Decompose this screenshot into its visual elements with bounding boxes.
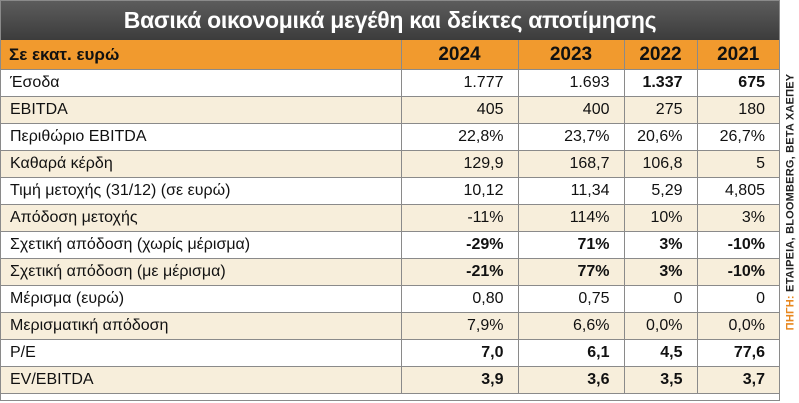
cell-value: 129,9 bbox=[401, 150, 519, 178]
cell-value: 0,75 bbox=[518, 285, 625, 313]
cell-value: 77% bbox=[518, 258, 625, 286]
header-year: 2024 bbox=[401, 40, 519, 70]
header-year: 2022 bbox=[624, 40, 698, 70]
table-row: P/E 7,0 6,1 4,5 77,6 bbox=[1, 339, 779, 367]
row-label: Σχετική απόδοση (με μέρισμα) bbox=[1, 258, 402, 286]
cell-value: -11% bbox=[401, 204, 519, 232]
cell-value: 675 bbox=[697, 69, 779, 97]
cell-value: 0 bbox=[697, 285, 779, 313]
source-names: ΕΤΑΙΡΕΙΑ, BLOOMBERG, BETA ΧΑΕΠΕΥ bbox=[784, 73, 796, 292]
table-row: Απόδοση μετοχής -11% 114% 10% 3% bbox=[1, 204, 779, 232]
cell-value: 3% bbox=[624, 258, 698, 286]
row-label: Απόδοση μετοχής bbox=[1, 204, 402, 232]
cell-value: -21% bbox=[401, 258, 519, 286]
cell-value: 5 bbox=[697, 150, 779, 178]
cell-value: 20,6% bbox=[624, 123, 698, 151]
cell-value: 4,5 bbox=[624, 339, 698, 367]
table-title: Βασικά οικονομικά μεγέθη και δείκτες απο… bbox=[1, 1, 779, 40]
cell-value: 1.777 bbox=[401, 69, 519, 97]
cell-value: 71% bbox=[518, 231, 625, 259]
table-frame: Βασικά οικονομικά μεγέθη και δείκτες απο… bbox=[0, 0, 780, 401]
table-row: Μέρισμα (ευρώ) 0,80 0,75 0 0 bbox=[1, 285, 779, 313]
cell-value: -10% bbox=[697, 258, 779, 286]
row-label: EV/EBITDA bbox=[1, 366, 402, 394]
row-label: Μερισματική απόδοση bbox=[1, 312, 402, 340]
cell-value: 180 bbox=[697, 96, 779, 124]
row-label: Τιμή μετοχής (31/12) (σε ευρώ) bbox=[1, 177, 402, 205]
cell-value: 275 bbox=[624, 96, 698, 124]
cell-value: 0 bbox=[624, 285, 698, 313]
cell-value: 3,7 bbox=[697, 366, 779, 394]
cell-value: 26,7% bbox=[697, 123, 779, 151]
cell-value: 3% bbox=[624, 231, 698, 259]
table-row: Σχετική απόδοση (χωρίς μέρισμα) -29% 71%… bbox=[1, 231, 779, 259]
financials-table: Σε εκατ. ευρώ 2024 2023 2022 2021 Έσοδα … bbox=[1, 40, 779, 394]
row-label: Περιθώριο EBITDA bbox=[1, 123, 402, 151]
table-row: EBITDA 405 400 275 180 bbox=[1, 96, 779, 124]
cell-value: 77,6 bbox=[697, 339, 779, 367]
cell-value: 4,805 bbox=[697, 177, 779, 205]
table-row: Σχετική απόδοση (με μέρισμα) -21% 77% 3%… bbox=[1, 258, 779, 286]
header-unit-label: Σε εκατ. ευρώ bbox=[1, 40, 402, 70]
cell-value: 3,9 bbox=[401, 366, 519, 394]
cell-value: 6,1 bbox=[518, 339, 625, 367]
cell-value: -10% bbox=[697, 231, 779, 259]
row-label: Έσοδα bbox=[1, 69, 402, 97]
table-row: EV/EBITDA 3,9 3,6 3,5 3,7 bbox=[1, 366, 779, 394]
cell-value: 106,8 bbox=[624, 150, 698, 178]
cell-value: 0,0% bbox=[697, 312, 779, 340]
row-label: Σχετική απόδοση (χωρίς μέρισμα) bbox=[1, 231, 402, 259]
table-row: Μερισματική απόδοση 7,9% 6,6% 0,0% 0,0% bbox=[1, 312, 779, 340]
cell-value: -29% bbox=[401, 231, 519, 259]
cell-value: 0,0% bbox=[624, 312, 698, 340]
table-row: Έσοδα 1.777 1.693 1.337 675 bbox=[1, 69, 779, 97]
table-row: Καθαρά κέρδη 129,9 168,7 106,8 5 bbox=[1, 150, 779, 178]
header-year: 2023 bbox=[518, 40, 625, 70]
cell-value: 3,6 bbox=[518, 366, 625, 394]
row-label: P/E bbox=[1, 339, 402, 367]
cell-value: 1.337 bbox=[624, 69, 698, 97]
table-row: Τιμή μετοχής (31/12) (σε ευρώ) 10,12 11,… bbox=[1, 177, 779, 205]
cell-value: 3,5 bbox=[624, 366, 698, 394]
cell-value: 1.693 bbox=[518, 69, 625, 97]
row-label: EBITDA bbox=[1, 96, 402, 124]
source-credit: ΠΗΓΗ: ΕΤΑΙΡΕΙΑ, BLOOMBERG, BETA ΧΑΕΠΕΥ bbox=[783, 5, 797, 398]
source-key: ΠΗΓΗ: bbox=[784, 294, 796, 330]
table-row: Περιθώριο EBITDA 22,8% 23,7% 20,6% 26,7% bbox=[1, 123, 779, 151]
row-label: Καθαρά κέρδη bbox=[1, 150, 402, 178]
cell-value: 11,34 bbox=[518, 177, 625, 205]
cell-value: 10% bbox=[624, 204, 698, 232]
header-row: Σε εκατ. ευρώ 2024 2023 2022 2021 bbox=[1, 40, 779, 70]
cell-value: 6,6% bbox=[518, 312, 625, 340]
cell-value: 7,9% bbox=[401, 312, 519, 340]
cell-value: 10,12 bbox=[401, 177, 519, 205]
source-text: ΠΗΓΗ: ΕΤΑΙΡΕΙΑ, BLOOMBERG, BETA ΧΑΕΠΕΥ bbox=[784, 73, 796, 330]
cell-value: 114% bbox=[518, 204, 625, 232]
cell-value: 5,29 bbox=[624, 177, 698, 205]
cell-value: 7,0 bbox=[401, 339, 519, 367]
cell-value: 405 bbox=[401, 96, 519, 124]
cell-value: 3% bbox=[697, 204, 779, 232]
cell-value: 168,7 bbox=[518, 150, 625, 178]
row-label: Μέρισμα (ευρώ) bbox=[1, 285, 402, 313]
cell-value: 0,80 bbox=[401, 285, 519, 313]
cell-value: 23,7% bbox=[518, 123, 625, 151]
header-year: 2021 bbox=[697, 40, 779, 70]
cell-value: 22,8% bbox=[401, 123, 519, 151]
cell-value: 400 bbox=[518, 96, 625, 124]
